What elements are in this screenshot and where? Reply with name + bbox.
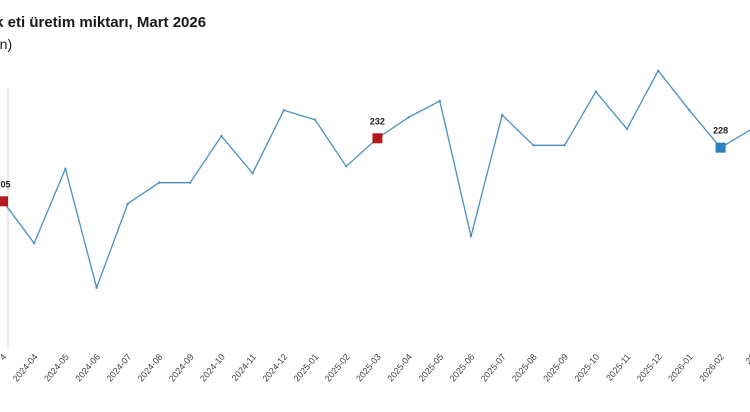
- series-layer: [1, 69, 750, 289]
- data-label: 232: [370, 116, 385, 126]
- data-point[interactable]: [95, 286, 98, 289]
- x-tick-label: 2025-01: [292, 352, 321, 384]
- x-tick-label: 2024-08: [136, 352, 165, 384]
- data-label: 228: [713, 126, 728, 136]
- x-tick-label: 2025-07: [479, 352, 508, 384]
- x-tick-label: 2024-05: [42, 352, 71, 384]
- x-tick-label: 2025-12: [635, 352, 664, 384]
- x-tick-label: 2024-12: [260, 352, 289, 384]
- x-tick-label: 2025-08: [510, 352, 539, 384]
- x-tick-label: 2025-11: [604, 352, 632, 383]
- data-point[interactable]: [657, 69, 660, 72]
- series-line: [2, 70, 750, 289]
- x-tick-label: 2025-05: [416, 352, 445, 384]
- data-point[interactable]: [625, 127, 629, 131]
- data-label: 205: [0, 179, 11, 189]
- data-point[interactable]: [313, 118, 317, 121]
- data-point[interactable]: [407, 116, 410, 119]
- highlight-marker[interactable]: [372, 133, 383, 144]
- x-tick-label: 2024-10: [198, 352, 227, 384]
- data-point[interactable]: [532, 144, 535, 147]
- data-point[interactable]: [251, 172, 254, 175]
- data-point[interactable]: [282, 109, 285, 112]
- x-tick-label: 2025-10: [572, 352, 601, 384]
- chart-title: uk eti üretim miktarı, Mart 2026: [0, 14, 207, 31]
- x-tick-label: 4: [0, 352, 9, 362]
- x-tick-label: 2026-02: [697, 352, 726, 384]
- data-point[interactable]: [189, 181, 192, 184]
- data-point[interactable]: [157, 181, 161, 184]
- x-tick-label: 2025-04: [385, 352, 414, 384]
- x-tick-label: 2024-04: [11, 352, 40, 384]
- x-tick-label: 2025-03: [354, 352, 383, 384]
- data-point[interactable]: [438, 99, 441, 103]
- data-point[interactable]: [469, 235, 473, 238]
- chart-subtitle: ton): [0, 36, 13, 52]
- data-point[interactable]: [33, 242, 36, 245]
- x-tick-label: 20: [743, 352, 750, 366]
- x-tick-label: 2025-09: [541, 352, 570, 384]
- data-point[interactable]: [220, 134, 223, 138]
- data-point[interactable]: [345, 165, 348, 168]
- data-point[interactable]: [688, 109, 691, 112]
- highlight-marker[interactable]: [715, 142, 726, 153]
- x-tick-label: 2025-06: [448, 352, 477, 384]
- x-tick-label: 2025-02: [323, 352, 352, 384]
- data-point[interactable]: [594, 90, 597, 93]
- x-tick-label: 2024-09: [167, 352, 196, 384]
- data-point[interactable]: [126, 202, 129, 205]
- data-point[interactable]: [501, 113, 504, 117]
- data-point[interactable]: [563, 144, 566, 147]
- x-tick-label: 2024-06: [73, 352, 102, 384]
- highlight-marker[interactable]: [0, 196, 8, 207]
- x-tick-label: 2024-11: [230, 352, 258, 383]
- x-tick-label: 2026-01: [666, 352, 695, 384]
- x-tick-label: 2024-07: [104, 352, 133, 384]
- data-point[interactable]: [64, 167, 67, 170]
- marker-layer: 205 232 228: [0, 116, 728, 207]
- x-tick-labels: 4 2024-04 2024-05 2024-06 2024-07 2024-08 2024…: [0, 352, 750, 384]
